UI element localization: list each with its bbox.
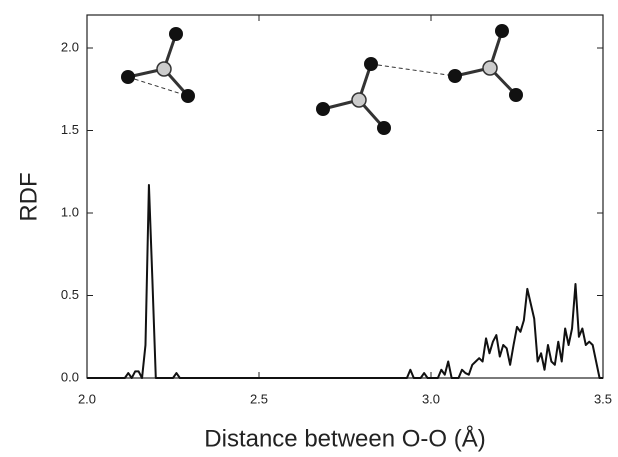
x-tick-label: 2.0 xyxy=(78,391,96,406)
y-tick-label: 0.5 xyxy=(61,287,79,302)
y-axis-title: RDF xyxy=(15,172,42,221)
y-tick-label: 1.5 xyxy=(61,122,79,137)
molecule-illustrations xyxy=(121,24,523,135)
rdf-line xyxy=(87,183,603,379)
y-tick-label: 2.0 xyxy=(61,39,79,54)
x-tick-label: 3.0 xyxy=(422,391,440,406)
x-tick-label: 3.5 xyxy=(594,391,612,406)
x-axis-title: Distance between O-O (Å) xyxy=(204,424,485,452)
y-tick-label: 0.0 xyxy=(61,369,79,384)
x-tick-label: 2.5 xyxy=(250,391,268,406)
y-tick-label: 1.0 xyxy=(61,204,79,219)
